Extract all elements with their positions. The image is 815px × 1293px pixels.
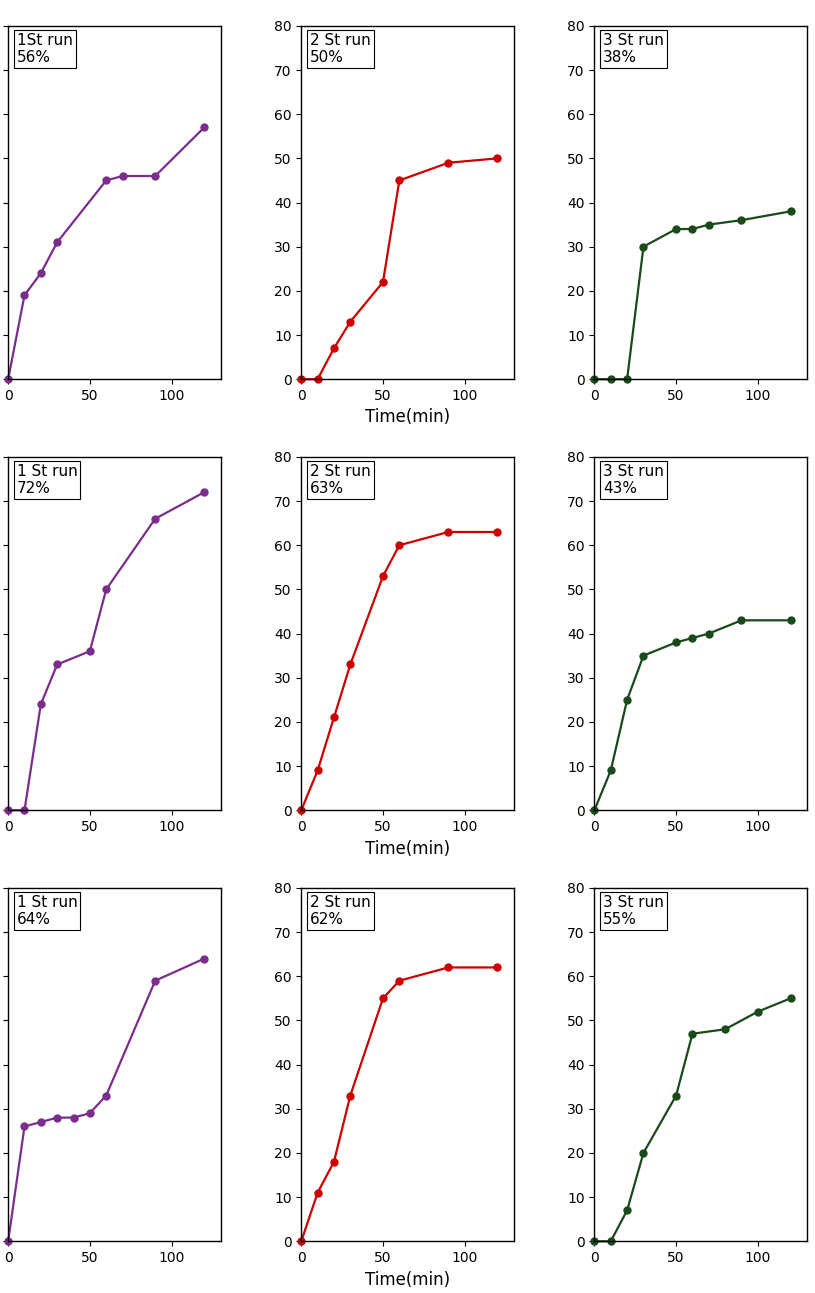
- Text: 3 St run
38%: 3 St run 38%: [603, 32, 663, 66]
- Text: 2 St run
63%: 2 St run 63%: [310, 464, 371, 497]
- X-axis label: Time(min): Time(min): [365, 839, 450, 857]
- Text: 1 St run
72%: 1 St run 72%: [16, 464, 77, 497]
- X-axis label: Time(min): Time(min): [365, 1271, 450, 1289]
- Text: 2 St run
50%: 2 St run 50%: [310, 32, 371, 66]
- Text: 3 St run
55%: 3 St run 55%: [603, 895, 663, 927]
- X-axis label: Time(min): Time(min): [365, 409, 450, 427]
- Text: 2 St run
62%: 2 St run 62%: [310, 895, 371, 927]
- Text: 3 St run
43%: 3 St run 43%: [603, 464, 663, 497]
- Text: 1 St run
64%: 1 St run 64%: [16, 895, 77, 927]
- Text: 1St run
56%: 1St run 56%: [16, 32, 73, 66]
